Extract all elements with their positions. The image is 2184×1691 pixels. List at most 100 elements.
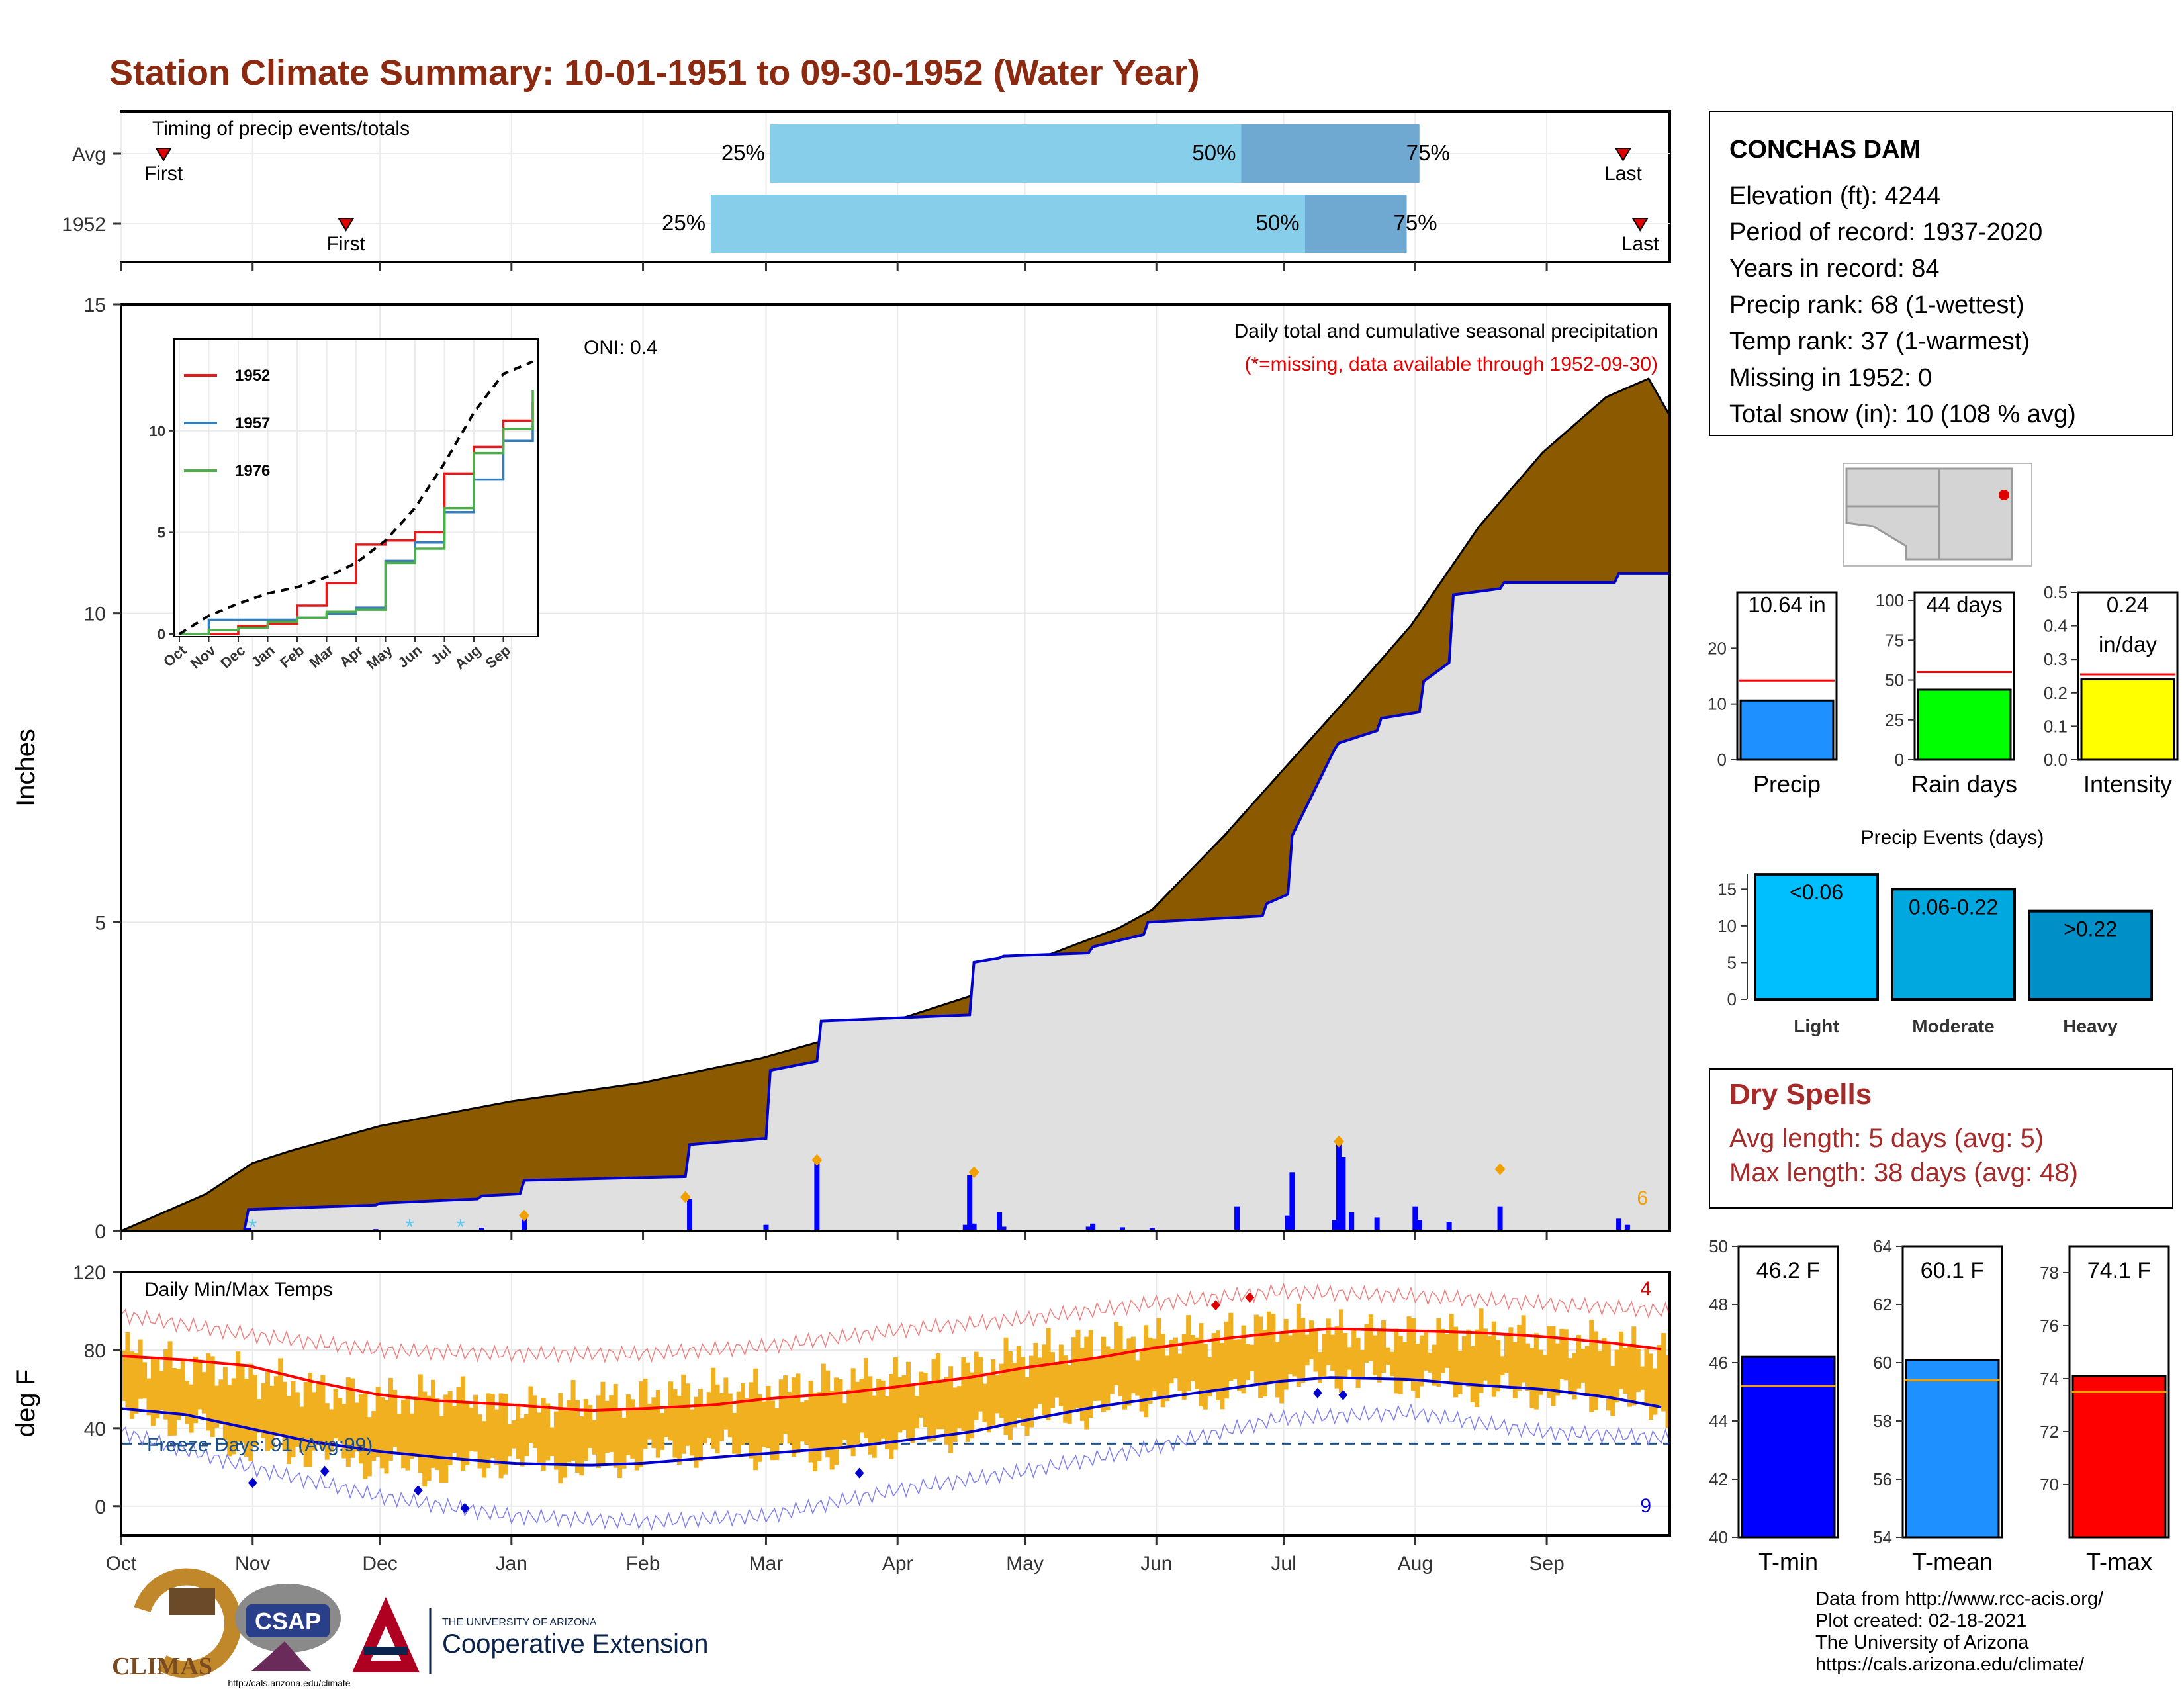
daily-temp-bar	[706, 1392, 711, 1439]
season-mini-tick-label: 0.2	[2044, 683, 2068, 703]
daily-temp-bar	[1148, 1337, 1153, 1404]
daily-precip-bar	[1340, 1157, 1346, 1231]
daily-temp-bar	[291, 1381, 296, 1458]
daily-temp-bar	[1250, 1344, 1255, 1371]
daily-temp-bar	[1657, 1345, 1662, 1405]
daily-temp-bar	[1216, 1330, 1221, 1400]
daily-temp-bar	[324, 1403, 330, 1460]
precip-events-chart: Precip Events (days) 0 5 10 15 <0.06 Light 0.0…	[1717, 827, 2158, 1036]
temp-mean-value: 74.1 F	[2087, 1258, 2151, 1283]
daily-temp-bar	[1220, 1343, 1225, 1410]
season-mini-tick-label: 0.1	[2044, 716, 2068, 736]
daily-temp-bar	[1109, 1349, 1115, 1394]
daily-temp-bar	[524, 1414, 529, 1457]
record-low-marker	[1312, 1387, 1322, 1398]
daily-temp-bar	[1568, 1358, 1573, 1395]
precip-y-tick-label: 5	[95, 912, 106, 934]
last-event-marker	[1631, 218, 1649, 232]
daily-temp-bar	[528, 1386, 533, 1443]
daily-temp-bar	[537, 1412, 542, 1466]
daily-temp-bar	[617, 1409, 623, 1479]
climas-logo-mark	[134, 1568, 242, 1678]
daily-temp-bar	[447, 1391, 453, 1465]
temp-mean-tick-label: 48	[1709, 1295, 1728, 1314]
temp-mean-tick-label: 74	[2040, 1369, 2059, 1389]
daily-precip-bar	[1416, 1220, 1422, 1231]
daily-temp-bar	[1037, 1357, 1042, 1404]
daily-temp-bar	[991, 1359, 996, 1426]
record-low-marker	[320, 1465, 330, 1477]
daily-temp-bar	[919, 1371, 924, 1418]
daily-temp-bar	[812, 1393, 817, 1472]
daily-temp-bar	[171, 1368, 177, 1436]
daily-temp-bar	[829, 1391, 835, 1470]
daily-temp-bar	[1207, 1357, 1212, 1396]
precip-y-axis: 0 5 10 15	[84, 295, 121, 1243]
timing-rows: Avg 25% 50% 75% First Last 1952 25% 50% 75% First L…	[62, 124, 1659, 271]
first-event-label: First	[327, 233, 366, 255]
daily-temp-bar	[1343, 1333, 1348, 1379]
events-y-tick-label: 10	[1717, 916, 1737, 936]
daily-temp-bar	[1533, 1333, 1539, 1410]
daily-temp-bar	[308, 1373, 313, 1467]
station-info-frame	[1709, 111, 2173, 436]
daily-temp-bar	[1042, 1344, 1047, 1416]
daily-temp-bar	[418, 1374, 423, 1473]
season-mini-bar	[1917, 688, 2012, 761]
daily-precip-bar	[1616, 1218, 1622, 1231]
daily-temp-bar	[846, 1389, 852, 1450]
precip-panel-frame	[120, 303, 1671, 1232]
season-mini-tick-label: 100	[1876, 590, 1904, 610]
dry-spells-title: Dry Spells	[1729, 1078, 1872, 1111]
daily-temp-bar	[596, 1395, 602, 1468]
daily-temp-bar	[1292, 1329, 1297, 1377]
daily-temp-bar	[227, 1385, 232, 1457]
daily-temp-bar	[880, 1380, 886, 1439]
daily-precip-bar	[1119, 1227, 1125, 1231]
daily-temp-bar	[456, 1387, 461, 1460]
season-mini-tick-label: 0	[1895, 750, 1904, 770]
daily-temp-bar	[520, 1418, 525, 1467]
daily-temp-bar	[1449, 1314, 1454, 1383]
daily-temp-bar	[651, 1397, 657, 1449]
daily-temp-bar	[855, 1381, 860, 1445]
daily-temp-bar	[435, 1398, 440, 1470]
dry-spells-box: Dry Spells Avg length: 5 days (avg: 5) M…	[1709, 1068, 2173, 1209]
temp-mean-label: T-mean	[1912, 1548, 1993, 1575]
daily-temp-bar	[774, 1408, 780, 1461]
daily-precip-bar	[687, 1199, 693, 1231]
daily-temp-bar	[269, 1385, 275, 1449]
inset-legend-label: 1976	[235, 462, 270, 480]
daily-temp-bar	[694, 1396, 699, 1468]
daily-temp-bar	[1296, 1303, 1301, 1387]
average-max-line	[120, 1327, 1662, 1412]
station-location-marker	[1999, 490, 2009, 500]
station-detail-line: Elevation (ft): 4244	[1729, 182, 1940, 210]
daily-temp-bar	[1024, 1377, 1030, 1436]
daily-temp-bar	[363, 1391, 368, 1479]
daily-temp-bar	[1050, 1352, 1056, 1408]
daily-temp-bar	[562, 1407, 567, 1478]
daily-temp-bar	[1377, 1328, 1382, 1383]
events-bar	[1891, 888, 2016, 1001]
daily-temp-bar	[956, 1386, 962, 1428]
daily-precip-bar	[1624, 1224, 1630, 1231]
daily-temp-bar	[850, 1368, 856, 1457]
events-y-tick-label: 0	[1727, 989, 1737, 1009]
temp-y-tick-label: 80	[84, 1340, 106, 1362]
daily-temp-bar	[1415, 1344, 1420, 1398]
daily-precip-bar	[1085, 1226, 1091, 1231]
daily-temp-bar	[1512, 1342, 1518, 1399]
daily-temp-bar	[787, 1392, 792, 1444]
station-detail-line: Missing in 1952: 0	[1729, 364, 1932, 392]
daily-temp-bar	[1203, 1344, 1208, 1410]
daily-temp-bar	[944, 1377, 949, 1445]
inset-legend-label: 1952	[235, 367, 270, 385]
daily-temp-bar	[741, 1383, 746, 1445]
temp-record-low-count: 9	[1640, 1495, 1651, 1517]
daily-temp-bar	[1126, 1338, 1132, 1406]
daily-temp-bar	[134, 1353, 139, 1414]
record-precip-marker	[811, 1154, 823, 1166]
daily-temp-bar	[354, 1402, 359, 1452]
daily-temp-bar	[965, 1362, 970, 1442]
